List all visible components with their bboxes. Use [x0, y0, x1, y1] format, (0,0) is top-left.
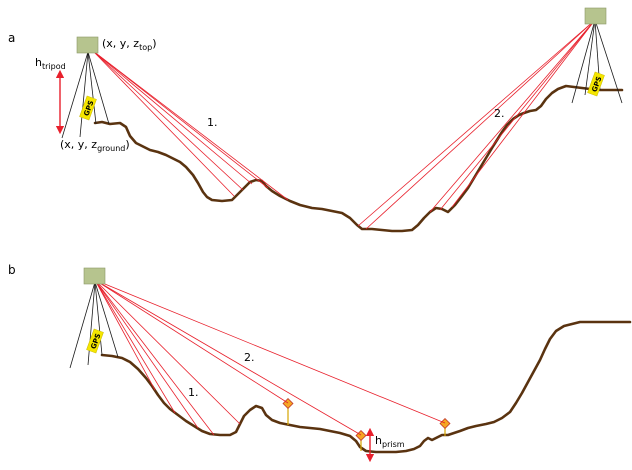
ray: [94, 279, 362, 436]
tripod-leg: [584, 19, 596, 96]
ray: [92, 50, 244, 191]
ray: [92, 50, 235, 197]
ground-point-label: (x, y, zground): [60, 138, 130, 153]
ray-group-2-label: 2.: [494, 107, 505, 120]
ray: [451, 19, 596, 208]
gps-tag-bg: [86, 328, 104, 354]
prism-2: [355, 429, 367, 451]
ray: [94, 279, 289, 404]
ray: [94, 279, 199, 429]
panel-a-rays-group-1: [92, 50, 289, 201]
prism-marker: [282, 397, 294, 410]
panel-b: b: [8, 263, 632, 463]
ray: [94, 279, 176, 414]
panel-a: a GPS: [8, 7, 624, 233]
panel-a-label: a: [8, 31, 15, 45]
tripod-leg: [69, 281, 96, 369]
ray: [94, 279, 156, 391]
ray-group-1-label: 1.: [188, 386, 199, 399]
gps-tag-bg: [587, 71, 605, 97]
panel-a-tripod-left: GPS: [61, 36, 110, 139]
ray: [94, 279, 446, 424]
ray: [92, 50, 253, 185]
total-station-instrument: [83, 267, 106, 285]
gps-tag: GPS: [587, 71, 605, 97]
tripod-height-label: htripod: [35, 56, 66, 71]
prism-marker: [355, 429, 367, 442]
ray-group-2-label: 2.: [244, 351, 255, 364]
tripod-leg: [87, 51, 110, 125]
panel-a-tripod-right: GPS: [571, 7, 623, 104]
ray: [94, 279, 241, 425]
top-point-label: (x, y, ztop): [102, 37, 156, 52]
tripod-leg: [571, 19, 596, 104]
prism-height-label: hprism: [375, 434, 405, 449]
tripod-leg: [87, 51, 97, 125]
tripod-leg: [87, 281, 96, 366]
prism-1: [282, 397, 294, 425]
panel-a-terrain: [93, 84, 624, 233]
prism-3: [439, 417, 451, 436]
ray: [357, 19, 596, 227]
tripod-leg: [61, 51, 89, 139]
ray: [92, 50, 269, 189]
ray: [439, 19, 596, 211]
ray: [429, 19, 596, 213]
ray-group-1-label: 1.: [207, 116, 218, 129]
ray: [365, 19, 596, 230]
ray: [94, 279, 215, 436]
tripod-leg: [594, 19, 623, 104]
panel-b-tripod: GPS: [69, 267, 119, 369]
panel-a-rays-group-2: [357, 19, 596, 230]
panel-b-terrain: [100, 320, 632, 454]
total-station-instrument: [76, 36, 99, 54]
prism-marker: [439, 417, 451, 430]
gps-tag-bg: [79, 95, 97, 121]
tripod-leg: [94, 281, 119, 358]
tripod-leg: [79, 51, 89, 138]
panel-b-label: b: [8, 263, 16, 277]
panel-b-rays-group-1: [94, 279, 241, 436]
tripod-leg: [94, 281, 103, 356]
total-station-instrument: [584, 7, 607, 25]
panel-b-rays-group-2: [94, 279, 446, 436]
ray: [92, 50, 289, 201]
gps-tag-label: GPS: [82, 99, 95, 117]
